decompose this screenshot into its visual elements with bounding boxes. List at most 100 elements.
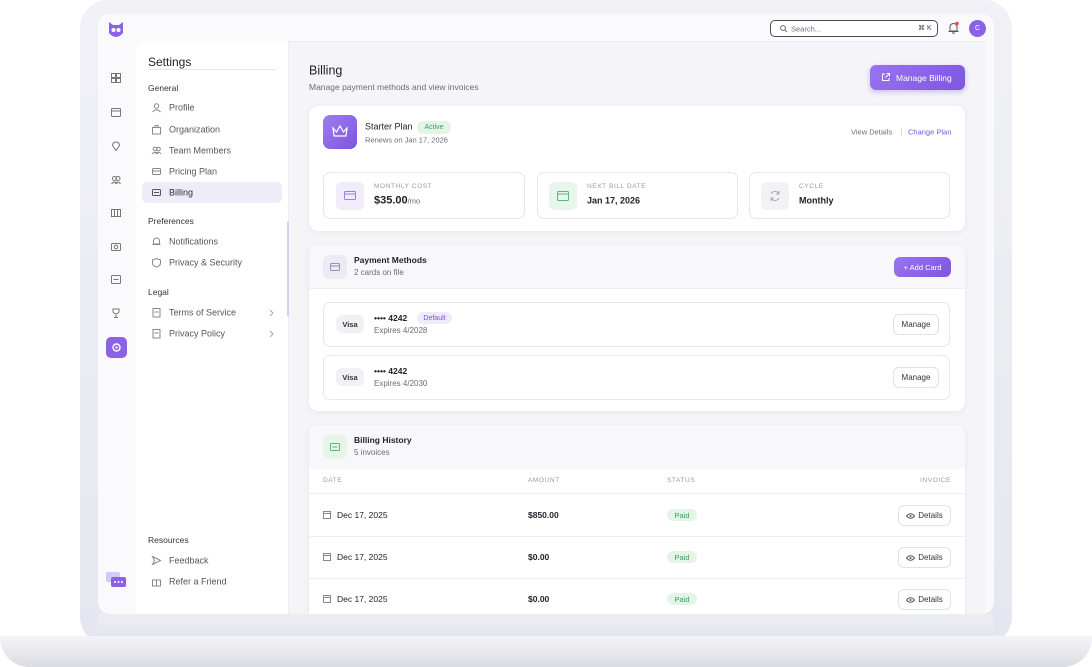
invoice-date: Dec 17, 2025 (337, 593, 388, 604)
search-placeholder: Search... (791, 24, 822, 34)
details-button[interactable]: Details (898, 589, 951, 610)
search-box[interactable] (770, 20, 938, 37)
column-header: INVOICE (920, 477, 951, 485)
row-divider (309, 536, 965, 537)
section-subtitle: 5 invoices (354, 448, 390, 458)
details-label[interactable]: Details (918, 595, 943, 604)
nav-icon-camera[interactable] (111, 241, 121, 251)
card-number: •••• 4242 (374, 312, 408, 323)
stat-icon-box (336, 182, 364, 210)
eye-icon (906, 554, 916, 561)
card-brand: Visa (336, 368, 364, 386)
pricing-icon (152, 168, 161, 175)
nav-item[interactable]: Feedback (169, 555, 209, 566)
nav-item[interactable]: Terms of Service (169, 307, 237, 318)
nav-icon-calendar[interactable] (111, 107, 121, 117)
chevron (269, 330, 274, 338)
team-icon (151, 146, 162, 155)
nav-item[interactable]: Refer a Friend (169, 576, 227, 587)
eye-icon (906, 596, 916, 603)
document-icon (152, 329, 161, 339)
external-icon (882, 73, 890, 81)
card-expires: Expires 4/2028 (374, 326, 428, 336)
invoice-amount: $850.00 (528, 509, 559, 520)
nav-icon-dashboard[interactable] (111, 73, 121, 83)
calendar-icon (557, 191, 569, 201)
card-brand: Visa (336, 315, 364, 333)
nav-item[interactable]: Privacy Policy (169, 328, 226, 339)
invoice-amount: $0.00 (528, 551, 550, 562)
gift-icon (152, 579, 161, 587)
details-button[interactable]: Details (898, 547, 951, 568)
nav-icon-table[interactable] (111, 208, 121, 218)
nav-icon-location[interactable] (111, 141, 121, 152)
avatar[interactable]: C (969, 20, 986, 37)
scrollbar (985, 41, 994, 614)
search-shortcut: ⌘ K (918, 24, 932, 32)
date-icon (323, 511, 331, 519)
notifications-bell[interactable] (948, 21, 959, 34)
cycle-icon (770, 191, 780, 201)
page-subtitle: Manage payment methods and view invoices (309, 81, 479, 92)
manage-card-button[interactable]: Manage (893, 314, 939, 335)
plan-name: Starter Plan (365, 121, 413, 132)
search-icon (780, 25, 788, 33)
crown-icon (332, 124, 348, 137)
plan-renews: Renews on Jan 17, 2026 (365, 135, 448, 145)
manage-card-button[interactable]: Manage (893, 367, 939, 388)
card-icon (330, 263, 340, 271)
stat-amount: $35.00 (374, 194, 408, 207)
nav-item[interactable]: Pricing Plan (169, 166, 218, 177)
logo (109, 22, 123, 37)
details-label[interactable]: Details (918, 553, 943, 562)
details-button[interactable]: Details (898, 505, 951, 526)
eye-icon (906, 512, 916, 519)
nav-icon-team[interactable] (111, 175, 121, 185)
stat-icon-box (549, 182, 577, 210)
stat-unit: /mo (407, 196, 421, 206)
settings-panel (136, 41, 289, 614)
stat-label: MONTHLY COST (374, 183, 433, 191)
card-row (323, 302, 950, 347)
stat-value: Jan 17, 2026 (587, 195, 641, 206)
status-badge: Active (417, 121, 451, 134)
section-title: Billing History (354, 434, 412, 445)
nav-icon-settings (112, 343, 121, 352)
manage-billing-label[interactable]: Manage Billing (896, 72, 952, 83)
section-title: Payment Methods (354, 254, 427, 265)
chevron (269, 309, 274, 317)
card-number: •••• 4242 (374, 365, 408, 376)
stat-label: CYCLE (799, 183, 824, 191)
nav-icon-messages[interactable] (111, 275, 121, 285)
active-item-bg (142, 182, 282, 203)
section-heading: Resources (148, 534, 189, 545)
stat-value: Monthly (799, 195, 834, 206)
screen-bezel (98, 614, 994, 636)
invoice-date: Dec 17, 2025 (337, 551, 388, 562)
stat-value: $35.00/mo (374, 194, 420, 207)
view-details-link[interactable]: View Details (851, 127, 893, 137)
nav-item[interactable]: Privacy & Security (169, 257, 243, 268)
column-header: DATE (323, 477, 343, 485)
nav-item[interactable]: Team Members (169, 145, 232, 156)
shield-icon (152, 257, 161, 268)
separator (901, 128, 902, 136)
change-plan-link[interactable]: Change Plan (908, 127, 952, 137)
invoice-status: Paid (667, 593, 697, 605)
laptop-base-front (0, 636, 1092, 667)
invoice-status: Paid (667, 551, 697, 563)
card-header (309, 425, 965, 469)
nav-item[interactable]: Organization (169, 124, 221, 135)
nav-item[interactable]: Profile (169, 102, 195, 113)
date-icon (323, 553, 331, 561)
card-row (323, 355, 950, 400)
receipt-icon (330, 443, 340, 451)
nav-icon-trophy[interactable] (111, 308, 121, 318)
organization-icon (152, 125, 161, 135)
add-card-button[interactable]: + Add Card (894, 257, 951, 277)
nav-item[interactable]: Notifications (169, 236, 219, 247)
chat-icon[interactable] (106, 572, 126, 589)
details-label[interactable]: Details (918, 511, 943, 520)
nav-item-active[interactable]: Billing (169, 187, 194, 198)
billing-icon (152, 189, 161, 196)
